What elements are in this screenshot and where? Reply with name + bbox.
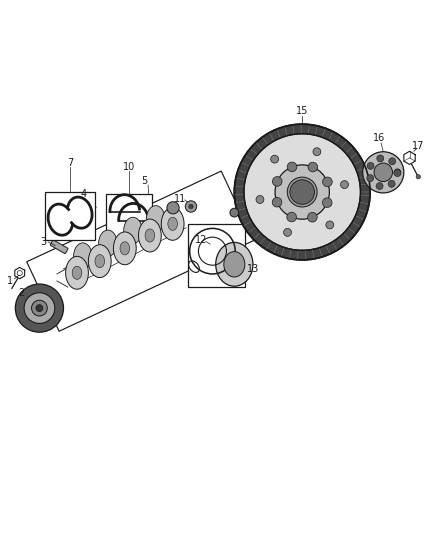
Circle shape [322, 198, 332, 207]
Ellipse shape [145, 229, 155, 242]
Circle shape [307, 213, 317, 222]
Text: 12: 12 [195, 235, 208, 245]
Ellipse shape [113, 232, 136, 265]
Circle shape [283, 229, 291, 236]
Circle shape [388, 180, 395, 187]
Circle shape [272, 176, 282, 186]
Ellipse shape [146, 206, 165, 232]
Ellipse shape [120, 242, 130, 255]
Ellipse shape [99, 230, 117, 256]
Text: 3: 3 [40, 237, 46, 247]
Circle shape [376, 182, 383, 190]
Circle shape [416, 174, 420, 179]
Circle shape [389, 158, 396, 165]
Circle shape [287, 177, 317, 207]
Text: 7: 7 [67, 158, 73, 168]
Ellipse shape [224, 252, 245, 277]
Ellipse shape [138, 219, 161, 252]
Text: 1: 1 [7, 276, 13, 286]
Circle shape [185, 201, 197, 212]
Ellipse shape [72, 266, 82, 279]
Bar [45, 192, 95, 240]
Ellipse shape [168, 217, 177, 230]
Circle shape [308, 162, 318, 172]
Circle shape [394, 169, 401, 176]
FancyBboxPatch shape [50, 240, 68, 254]
Ellipse shape [74, 243, 92, 269]
Ellipse shape [88, 245, 111, 278]
Text: 6: 6 [172, 210, 178, 220]
Circle shape [15, 284, 64, 332]
Circle shape [322, 177, 332, 187]
Text: 17: 17 [412, 141, 424, 151]
Circle shape [326, 221, 334, 229]
Circle shape [367, 175, 374, 182]
Text: 11: 11 [173, 193, 186, 204]
Text: 13: 13 [247, 264, 259, 273]
Circle shape [271, 155, 279, 163]
Circle shape [394, 169, 401, 176]
Circle shape [341, 181, 349, 189]
Bar [106, 194, 152, 238]
Ellipse shape [124, 217, 142, 244]
Circle shape [230, 208, 239, 217]
Circle shape [290, 180, 314, 204]
Circle shape [36, 304, 43, 312]
Circle shape [32, 300, 47, 316]
Text: 15: 15 [296, 106, 308, 116]
Text: 2: 2 [18, 288, 24, 298]
Circle shape [313, 148, 321, 156]
Circle shape [367, 163, 374, 169]
Circle shape [377, 155, 384, 162]
Circle shape [287, 162, 297, 172]
Ellipse shape [66, 256, 88, 289]
Text: 14: 14 [234, 201, 246, 211]
Circle shape [167, 201, 179, 214]
Circle shape [272, 197, 282, 207]
Circle shape [256, 196, 264, 204]
Ellipse shape [161, 207, 184, 240]
Text: 16: 16 [373, 133, 385, 143]
Text: 5: 5 [141, 176, 148, 186]
Circle shape [275, 165, 329, 219]
Bar [27, 171, 254, 331]
Circle shape [189, 204, 193, 209]
Circle shape [374, 163, 392, 182]
Circle shape [244, 134, 360, 251]
Circle shape [234, 124, 370, 260]
Ellipse shape [95, 255, 105, 268]
Text: 10: 10 [123, 162, 135, 172]
Circle shape [363, 152, 404, 193]
Bar [188, 224, 245, 287]
Circle shape [287, 212, 297, 222]
Ellipse shape [215, 243, 253, 286]
Text: 4: 4 [80, 189, 86, 199]
Circle shape [24, 293, 55, 324]
